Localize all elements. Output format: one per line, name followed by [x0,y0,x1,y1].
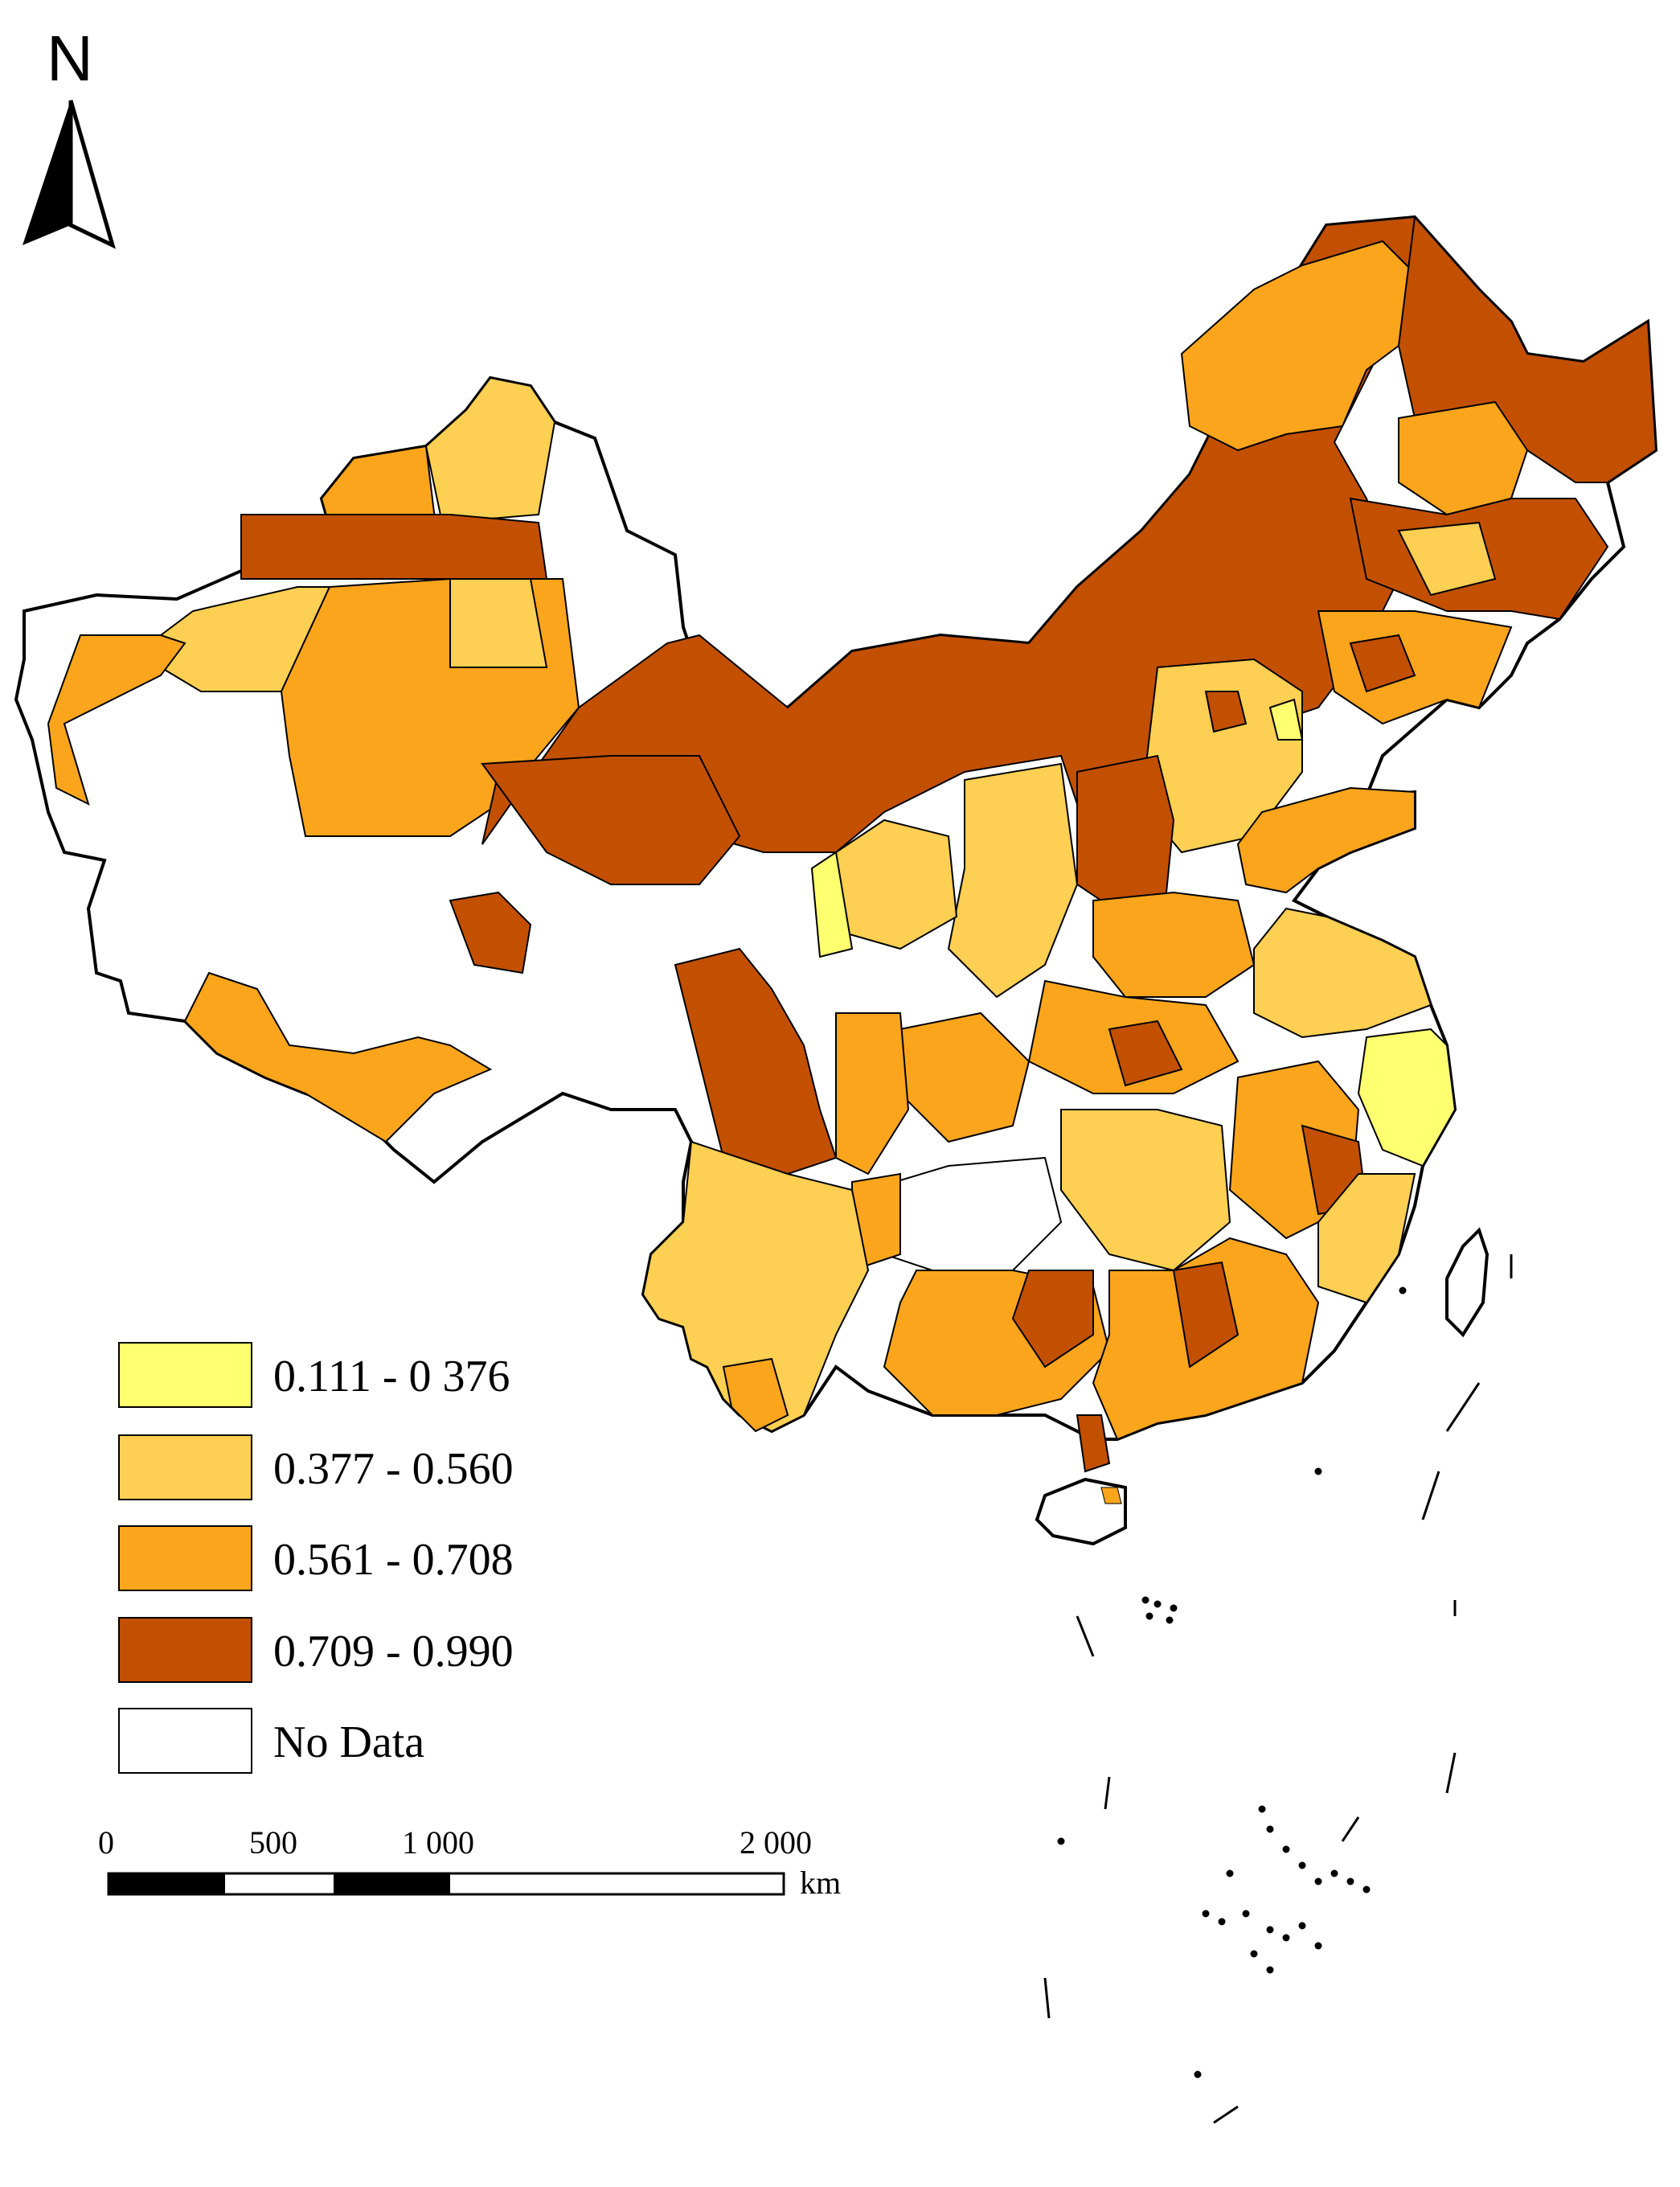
region-guangdong-dark [1172,1261,1240,1368]
region-yunnan-south [722,1357,789,1433]
north-label: N [47,23,93,94]
legend-label-4: 0.709 - 0.990 [273,1627,514,1676]
region-tianjin [1268,698,1304,741]
north-arrow: N [23,23,116,249]
region-qinghai-gansu [481,755,741,885]
region-jilin-b [1397,521,1497,597]
legend-label-5: No Data [273,1717,424,1767]
region-liaoning [1317,610,1513,725]
region-hubei-dark [1108,1020,1183,1087]
south-china-sea-islands [1043,1254,1513,2124]
scale-tick-2000: 2 000 [740,1824,812,1861]
legend-swatch-2 [118,1434,252,1500]
region-beijing [1204,691,1248,733]
scale-tick-0: 0 [98,1824,114,1861]
region-sichuan-east [835,1012,910,1176]
region-zhejiang [1357,1028,1457,1167]
region-shaanxi [947,762,1079,999]
region-xinjiang-north-b [424,376,556,524]
legend-swatch-5 [118,1708,252,1774]
region-jiangsu-anhui [1253,907,1432,1039]
scale-tick-1000: 1 000 [402,1824,474,1861]
scale-tick-500: 500 [249,1824,297,1861]
region-guangxi-dark [1011,1270,1094,1368]
region-shandong [1236,786,1416,894]
region-hainan-east [1100,1487,1122,1504]
legend-swatch-4 [118,1617,252,1683]
region-xinjiang-east-small [449,578,548,668]
region-tibet-dark [449,891,532,975]
legend-swatch-3 [118,1525,252,1591]
legend-label-3: 0.561 - 0.708 [273,1535,514,1585]
region-taiwan [1445,1227,1489,1338]
region-shanxi [1076,754,1175,918]
region-leizhou [1076,1414,1111,1473]
region-tibet-south [183,971,493,1143]
region-hunan [1060,1109,1231,1272]
legend-swatch-1 [118,1342,252,1408]
region-fujian [1317,1173,1416,1304]
north-arrow-icon [23,100,116,249]
scale-unit: km [800,1865,841,1901]
legend: 0.111 - 0 376 0.377 - 0.560 0.561 - 0.70… [118,1342,514,1774]
legend-label-1: 0.111 - 0 376 [273,1352,510,1401]
region-gansu-yellow [810,851,854,958]
region-yunnan [641,1140,870,1433]
region-hulunbuir [1180,240,1416,452]
region-xinjiang-far-west [47,634,186,806]
mainland-map [14,215,1658,1473]
region-henan [1092,891,1256,998]
scale-bar: 0 500 1 000 2 000 km [98,1824,841,1901]
legend-label-2: 0.377 - 0.560 [273,1444,514,1494]
region-liaoning-dark [1349,634,1416,693]
region-xinjiang-band [240,514,548,580]
